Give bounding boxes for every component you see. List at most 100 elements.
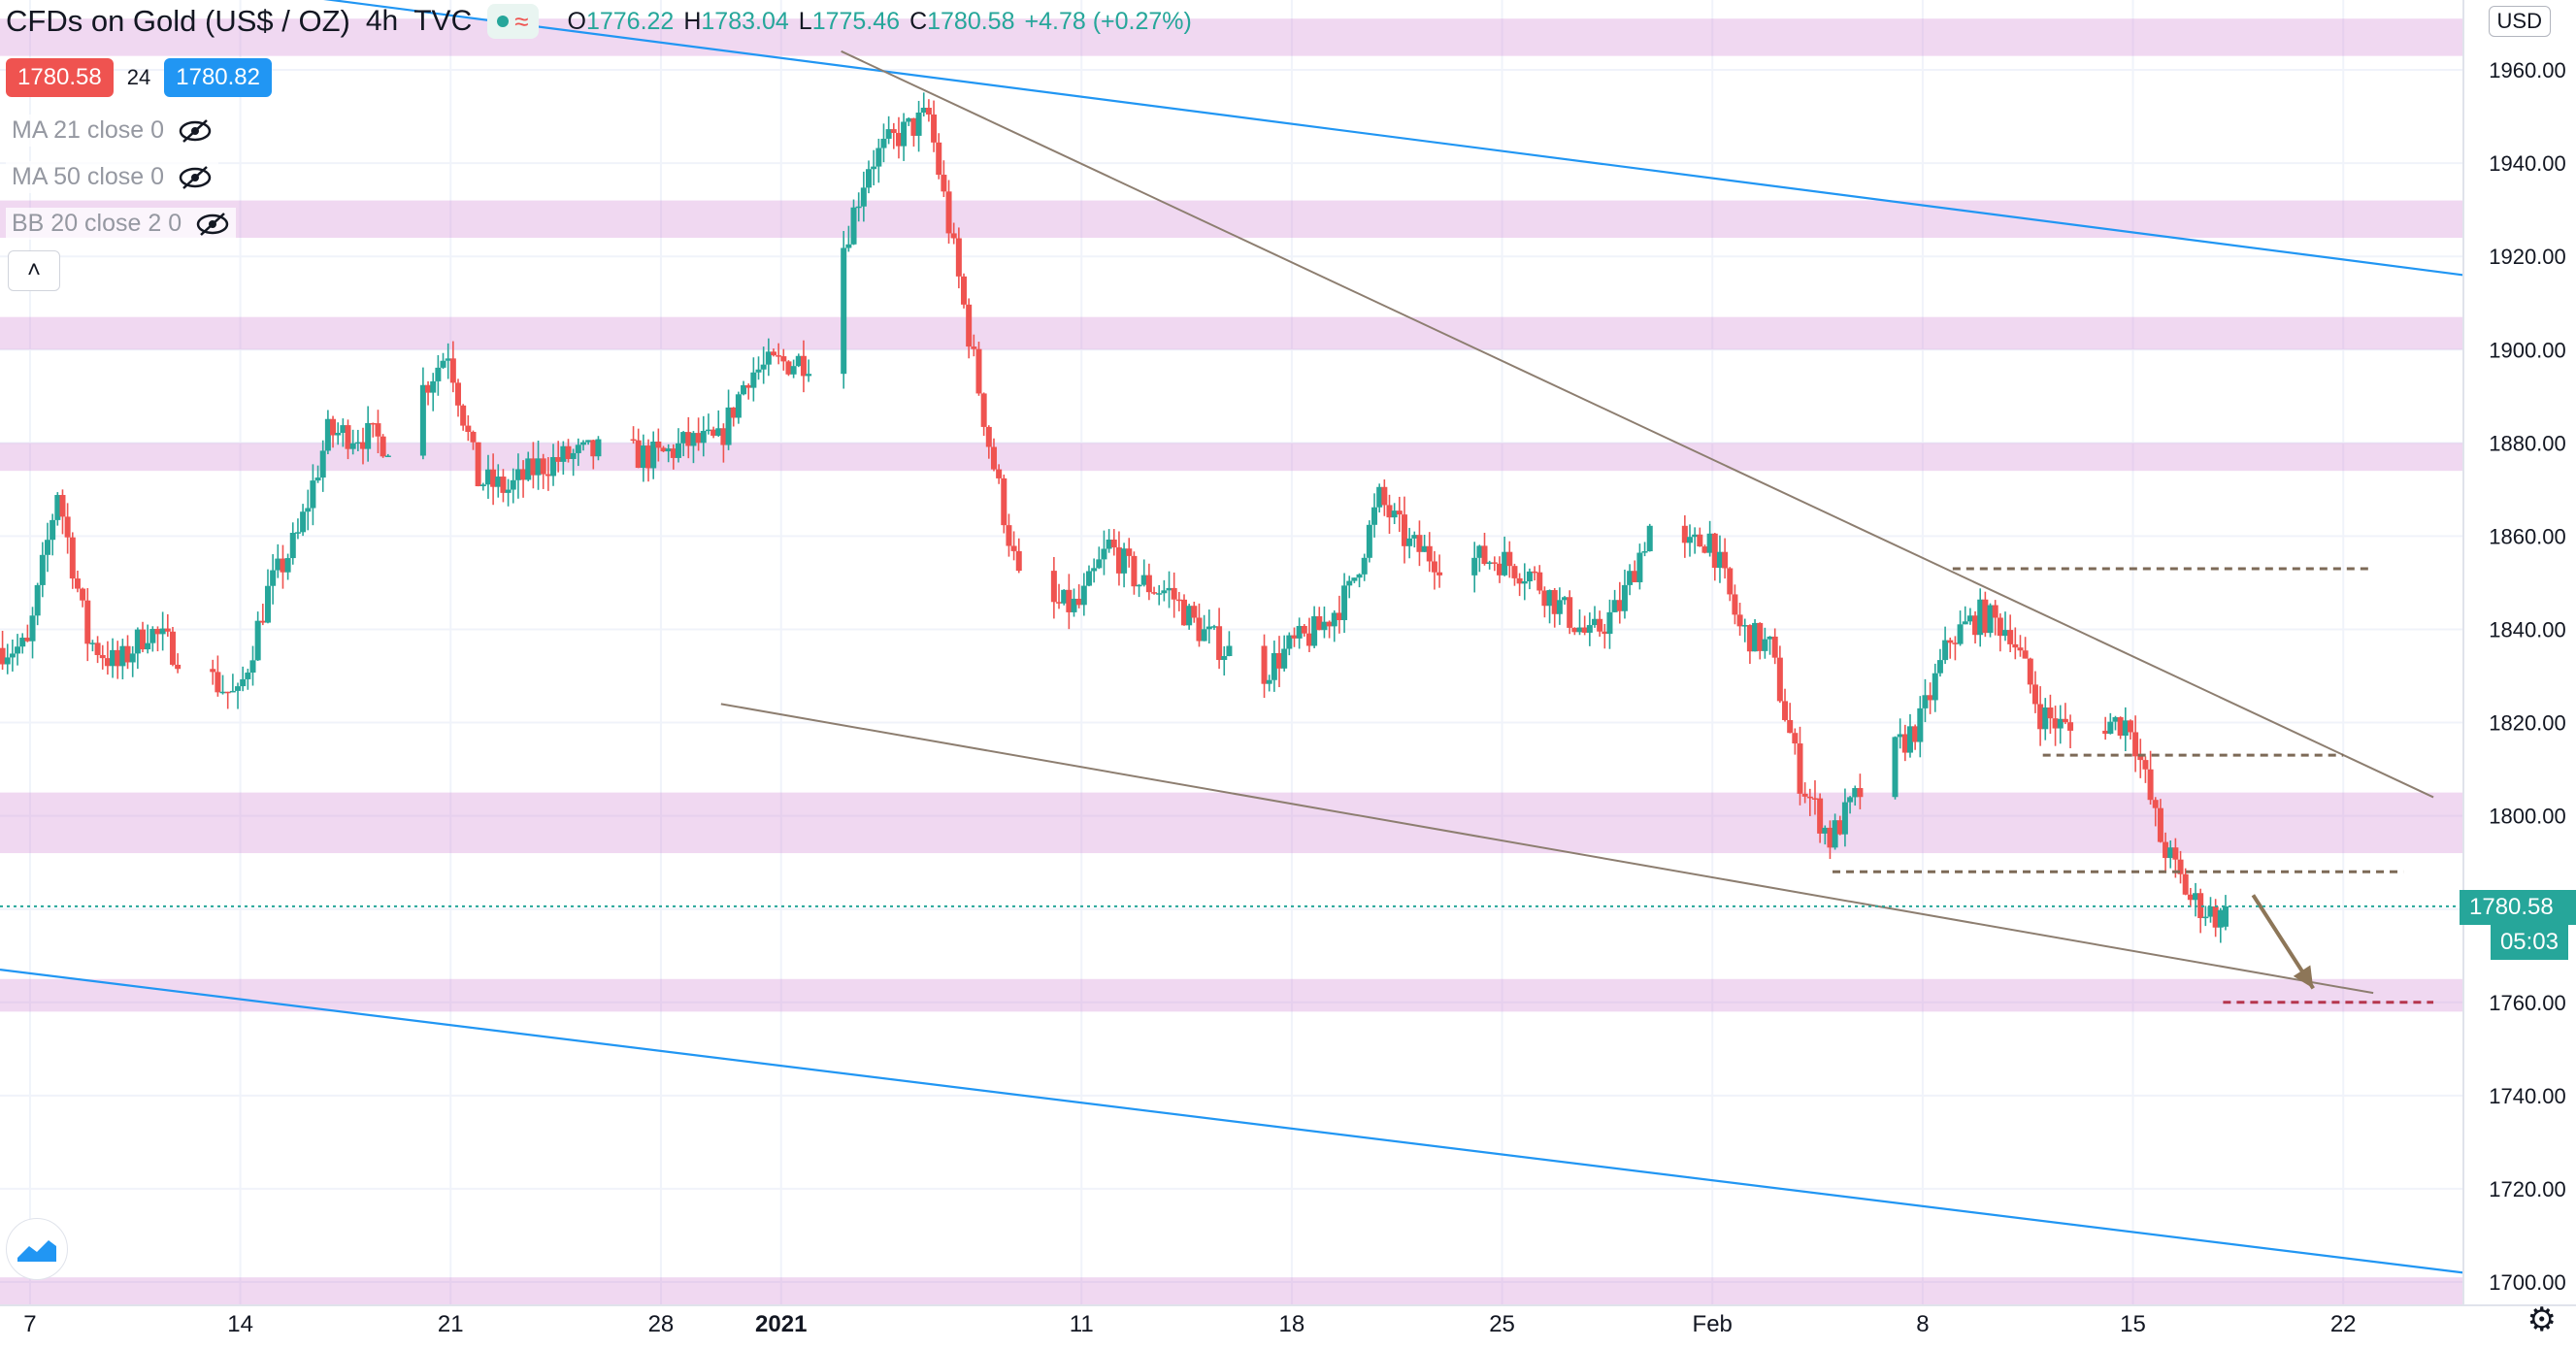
indicator-label: MA 21 close 0 xyxy=(12,116,165,144)
candle-body xyxy=(735,394,742,418)
candle-body xyxy=(1801,793,1808,797)
candle-body xyxy=(475,442,481,487)
candle-body xyxy=(936,142,942,176)
candle-body xyxy=(510,479,516,490)
trend-lines[interactable] xyxy=(720,49,2434,995)
candle-body xyxy=(69,537,76,579)
candle-body xyxy=(1511,566,1518,578)
eye-hidden-icon[interactable] xyxy=(178,165,213,190)
candle-body xyxy=(1101,548,1107,560)
indicator-bb20[interactable]: BB 20 close 2 0 xyxy=(6,208,237,240)
candle-body xyxy=(1787,719,1794,734)
eye-hidden-icon[interactable] xyxy=(195,212,230,237)
candle-body xyxy=(2207,905,2214,917)
candle-body xyxy=(1351,577,1358,581)
change-value: +4.78 (+0.27%) xyxy=(1024,7,1192,35)
price-tick-label: 1740.00 xyxy=(2489,1084,2566,1108)
candle-body xyxy=(1050,571,1057,603)
open-label: O xyxy=(567,7,586,35)
projection-arrow[interactable] xyxy=(2251,894,2315,990)
candle-body xyxy=(2052,718,2059,729)
candle-body xyxy=(284,558,291,573)
candle-body xyxy=(210,669,216,673)
time-tick-label: 25 xyxy=(1489,1311,1515,1337)
candle-body xyxy=(2042,707,2049,730)
candle-body xyxy=(1811,798,1818,800)
candle-body xyxy=(314,477,321,481)
market-status-badge[interactable]: ≈ xyxy=(487,4,539,39)
horizontal-levels[interactable] xyxy=(1833,567,2434,1004)
time-tick-label: 22 xyxy=(2330,1311,2357,1337)
candle-body xyxy=(685,432,692,446)
candle-body xyxy=(715,428,722,436)
candle-body xyxy=(1636,552,1643,582)
buy-button[interactable]: 1780.82 xyxy=(164,58,273,97)
candle-body xyxy=(1056,602,1063,604)
candle-body xyxy=(961,276,968,305)
candle-body xyxy=(280,558,286,573)
candle-body xyxy=(380,436,386,457)
candle-body xyxy=(2187,894,2194,901)
collapse-indicators-button[interactable]: ˄ xyxy=(8,250,60,291)
channel-lines[interactable] xyxy=(0,0,2464,1274)
candle-body xyxy=(1697,534,1703,547)
candle-body xyxy=(2172,847,2179,860)
candle-body xyxy=(99,654,106,659)
candle-body xyxy=(1096,559,1103,569)
candle-body xyxy=(1437,572,1443,576)
candle-body xyxy=(1852,788,1859,798)
candle-body xyxy=(655,442,662,448)
currency-badge[interactable]: USD xyxy=(2488,6,2551,37)
symbol-title[interactable]: CFDs on Gold (US$ / OZ) xyxy=(6,4,350,38)
candle-body xyxy=(104,658,111,667)
candle-body xyxy=(690,433,697,446)
candle-body xyxy=(1762,639,1768,651)
price-tick-label: 1700.00 xyxy=(2489,1270,2566,1295)
candle-body xyxy=(1136,584,1142,587)
candle-body xyxy=(1576,627,1583,633)
candle-body xyxy=(2001,630,2008,637)
time-tick-label: 28 xyxy=(648,1311,675,1337)
candle-body xyxy=(645,445,652,469)
interval-label[interactable]: 4h xyxy=(365,5,399,37)
candle-body xyxy=(1992,605,1998,618)
eye-hidden-icon[interactable] xyxy=(178,118,213,144)
candle-body xyxy=(460,405,467,426)
candle-body xyxy=(1001,477,1007,526)
candle-body xyxy=(1276,653,1283,669)
candle-body xyxy=(1556,600,1563,614)
sell-button[interactable]: 1780.58 xyxy=(6,58,114,97)
tradingview-logo-button[interactable] xyxy=(6,1218,68,1280)
price-tick-label: 1940.00 xyxy=(2489,151,2566,176)
candle-body xyxy=(1792,733,1799,744)
price-axis[interactable]: 1960.00 1940.00 1920.00 1900.00 1880.00 1860.… xyxy=(2489,58,2566,1295)
candle-body xyxy=(1716,551,1723,569)
channel-line xyxy=(0,969,2464,1274)
sr-zone xyxy=(0,792,2463,854)
candle-body xyxy=(1281,648,1288,669)
candle-body xyxy=(1316,616,1323,631)
candle-body xyxy=(1326,621,1333,627)
candle-body xyxy=(119,645,126,667)
candle-body xyxy=(1771,636,1778,658)
candle-body xyxy=(1541,590,1548,607)
candle-body xyxy=(1546,590,1553,607)
candle-body xyxy=(1226,645,1233,657)
candle-body xyxy=(1506,551,1513,567)
candle-body xyxy=(270,570,277,586)
indicator-ma21[interactable]: MA 21 close 0 xyxy=(6,115,219,147)
indicator-ma50[interactable]: MA 50 close 0 xyxy=(6,161,219,193)
candle-body xyxy=(2027,658,2033,685)
candle-body xyxy=(80,588,86,601)
candle-body xyxy=(710,429,717,436)
time-axis[interactable]: 7 14 21 28 2021 11 18 25 Feb 8 15 22 xyxy=(23,1311,2356,1337)
candle-body xyxy=(1376,486,1383,508)
source-label: TVC xyxy=(413,5,473,37)
settings-gear-icon[interactable]: ⚙ xyxy=(2526,1301,2557,1338)
candle-body xyxy=(776,355,782,357)
candle-body xyxy=(240,678,247,687)
candle-body xyxy=(741,384,747,395)
spread-value: 24 xyxy=(126,65,151,89)
candle-body xyxy=(871,166,877,170)
